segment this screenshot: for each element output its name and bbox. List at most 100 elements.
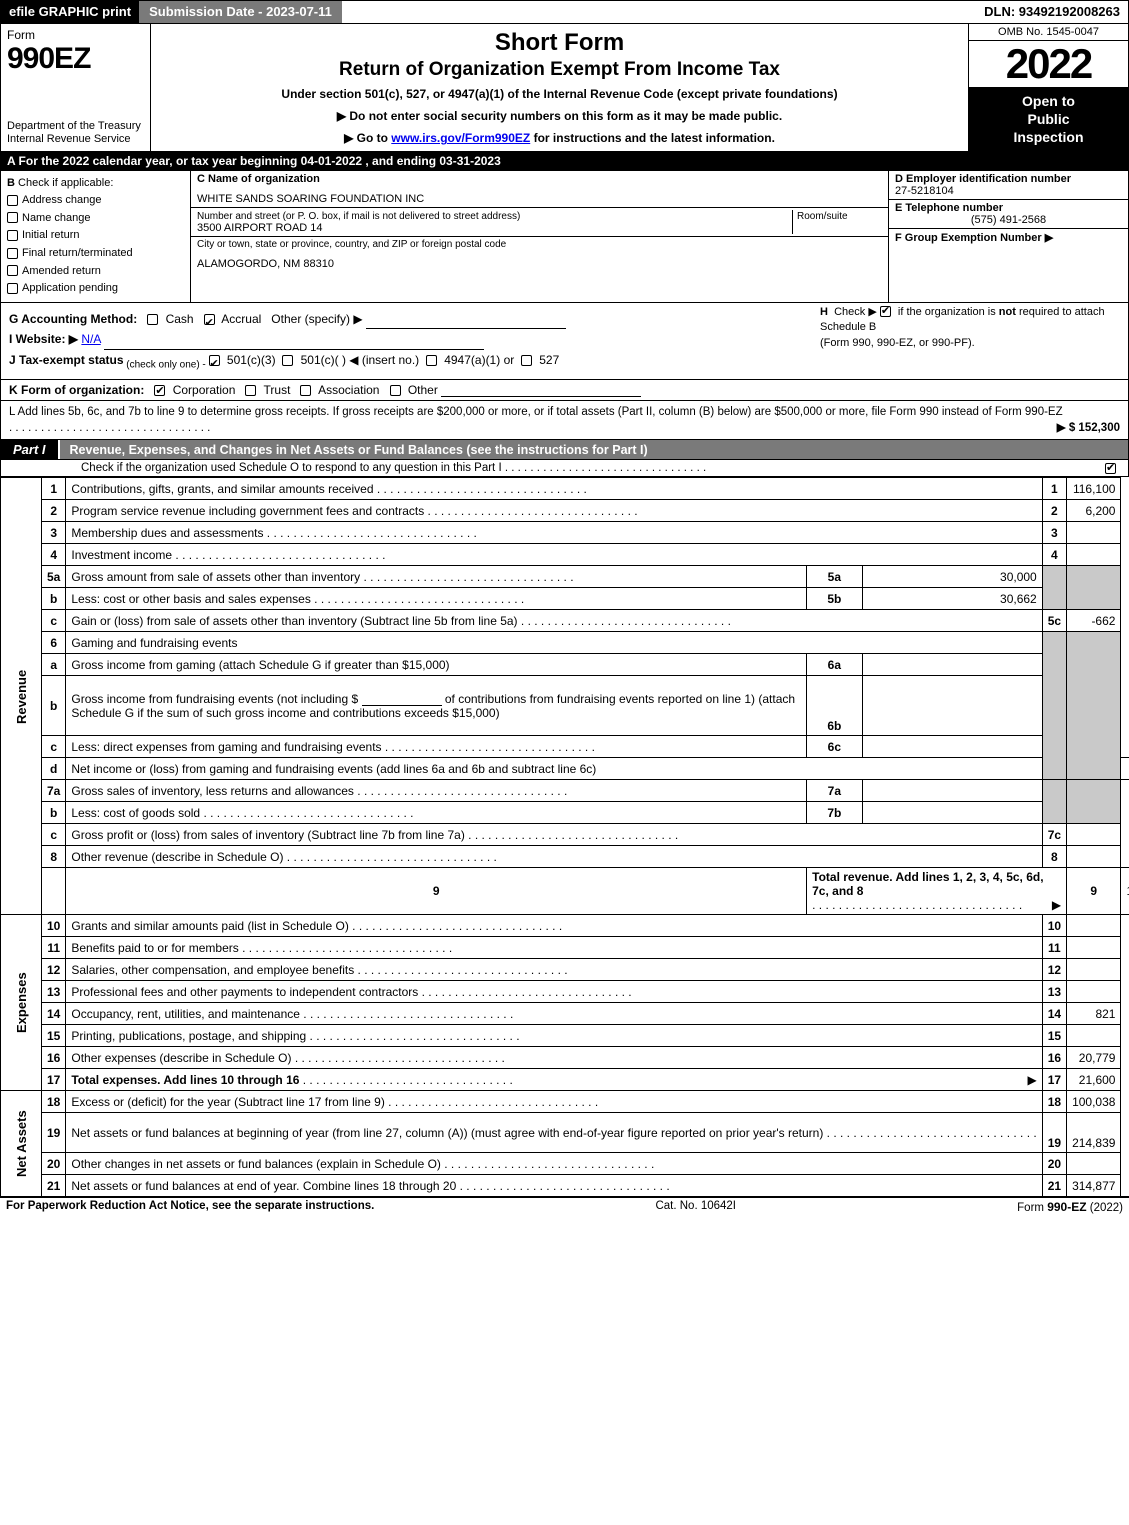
shade-5-amt <box>1067 566 1121 610</box>
l10-rn: 10 <box>1042 915 1066 937</box>
expenses-rot-label: Expenses <box>1 915 42 1091</box>
line-6b: b Gross income from fundraising events (… <box>1 676 1129 736</box>
l19-desc: Net assets or fund balances at beginning… <box>66 1113 1042 1153</box>
checkbox-address-change[interactable] <box>7 195 18 206</box>
line-21: 21 Net assets or fund balances at end of… <box>1 1175 1129 1197</box>
l6c-num: c <box>42 736 66 758</box>
checkbox-trust[interactable] <box>245 385 256 396</box>
l14-desc: Occupancy, rent, utilities, and maintena… <box>66 1003 1042 1025</box>
checkbox-name-change[interactable] <box>7 212 18 223</box>
l-dots <box>9 422 210 434</box>
tax-year: 2022 <box>969 41 1128 88</box>
line-10: Expenses 10 Grants and similar amounts p… <box>1 915 1129 937</box>
checkbox-other[interactable] <box>390 385 401 396</box>
title-return: Return of Organization Exempt From Incom… <box>159 59 960 81</box>
efile-print-label[interactable]: efile GRAPHIC print <box>1 1 139 23</box>
l7a-mn: 7a <box>807 780 862 802</box>
irs-link[interactable]: www.irs.gov/Form990EZ <box>391 131 530 145</box>
city-cell: City or town, state or province, country… <box>191 237 888 272</box>
l5a-mv: 30,000 <box>862 566 1042 588</box>
checkbox-corporation[interactable] <box>154 385 165 396</box>
line-3: 3 Membership dues and assessments 3 <box>1 522 1129 544</box>
l3-desc: Membership dues and assessments <box>66 522 1042 544</box>
g-other-field[interactable] <box>366 315 566 329</box>
l7b-mn: 7b <box>807 802 862 824</box>
l9-desc-cell: Total revenue. Add lines 1, 2, 3, 4, 5c,… <box>807 868 1067 915</box>
l21-rn: 21 <box>1042 1175 1066 1197</box>
checkbox-amended-return[interactable] <box>7 265 18 276</box>
l1-amt: 116,100 <box>1067 478 1121 500</box>
checkbox-final-return[interactable] <box>7 248 18 259</box>
l12-amt <box>1067 959 1121 981</box>
line-13: 13 Professional fees and other payments … <box>1 981 1129 1003</box>
line-18: Net Assets 18 Excess or (deficit) for th… <box>1 1091 1129 1113</box>
checkbox-schedule-o[interactable] <box>1105 463 1116 474</box>
l6b-desc: Gross income from fundraising events (no… <box>66 676 807 736</box>
l19-num: 19 <box>42 1113 66 1153</box>
l17-arrow-icon: ▶ <box>1027 1073 1036 1087</box>
line-12: 12 Salaries, other compensation, and emp… <box>1 959 1129 981</box>
l6d-rn: 6d <box>1121 758 1129 780</box>
k-corporation: Corporation <box>173 383 236 397</box>
checkbox-association[interactable] <box>300 385 311 396</box>
l20-rn: 20 <box>1042 1153 1066 1175</box>
j-527: 527 <box>539 353 559 367</box>
l20-desc: Other changes in net assets or fund bala… <box>66 1153 1042 1175</box>
checkbox-501c[interactable] <box>282 355 293 366</box>
checkbox-527[interactable] <box>521 355 532 366</box>
l8-rn: 8 <box>1042 846 1066 868</box>
l4-num: 4 <box>42 544 66 566</box>
l15-amt <box>1067 1025 1121 1047</box>
opt-final-return: Final return/terminated <box>22 247 133 259</box>
instruction-ssn: ▶ Do not enter social security numbers o… <box>159 109 960 123</box>
l6a-desc: Gross income from gaming (attach Schedul… <box>66 654 807 676</box>
checkbox-501c3[interactable] <box>209 355 220 366</box>
checkbox-h[interactable] <box>880 306 891 317</box>
submission-date: Submission Date - 2023-07-11 <box>139 1 342 23</box>
checkbox-application-pending[interactable] <box>7 283 18 294</box>
l2-rn: 2 <box>1042 500 1066 522</box>
website-link[interactable]: N/A <box>81 332 100 346</box>
check-if-applicable: Check if applicable: <box>18 177 113 189</box>
checkbox-initial-return[interactable] <box>7 230 18 241</box>
l16-rn: 16 <box>1042 1047 1066 1069</box>
l18-amt: 100,038 <box>1067 1091 1121 1113</box>
l16-desc: Other expenses (describe in Schedule O) <box>66 1047 1042 1069</box>
ein-label: D Employer identification number <box>895 173 1071 185</box>
ein-row: D Employer identification number 27-5218… <box>889 171 1128 200</box>
l-text: L Add lines 5b, 6c, and 7b to line 9 to … <box>9 406 1063 418</box>
l17-dots <box>303 1073 513 1087</box>
line-2: 2 Program service revenue including gove… <box>1 500 1129 522</box>
l21-num: 21 <box>42 1175 66 1197</box>
rev-rot-spacer <box>42 868 66 915</box>
i-label: I Website: ▶ <box>9 332 78 346</box>
netassets-rot-label: Net Assets <box>1 1091 42 1197</box>
k-other-field[interactable] <box>441 383 641 397</box>
line-11: 11 Benefits paid to or for members 11 <box>1 937 1129 959</box>
l8-amt <box>1067 846 1121 868</box>
l6d-desc: Net income or (loss) from gaming and fun… <box>66 758 1042 780</box>
l6a-mv <box>862 654 1042 676</box>
subtitle-code: Under section 501(c), 527, or 4947(a)(1)… <box>159 87 960 101</box>
checkbox-cash[interactable] <box>147 314 158 325</box>
l2-amt: 6,200 <box>1067 500 1121 522</box>
org-name-label: C Name of organization <box>197 173 882 185</box>
l6b-amount-field[interactable] <box>362 692 442 706</box>
dln-label: DLN: 93492192008263 <box>976 1 1128 23</box>
l2-num: 2 <box>42 500 66 522</box>
open-line-1: Open to <box>973 92 1124 110</box>
line-9: 9 Total revenue. Add lines 1, 2, 3, 4, 5… <box>1 868 1129 915</box>
l16-amt: 20,779 <box>1067 1047 1121 1069</box>
g-cash: Cash <box>166 312 194 326</box>
line-6d: d Net income or (loss) from gaming and f… <box>1 758 1129 780</box>
checkbox-4947[interactable] <box>426 355 437 366</box>
l11-desc: Benefits paid to or for members <box>66 937 1042 959</box>
l10-amt <box>1067 915 1121 937</box>
city-value: ALAMOGORDO, NM 88310 <box>197 258 882 270</box>
l5c-num: c <box>42 610 66 632</box>
line-7b: b Less: cost of goods sold 7b <box>1 802 1129 824</box>
checkbox-accrual[interactable] <box>204 314 215 325</box>
line-20: 20 Other changes in net assets or fund b… <box>1 1153 1129 1175</box>
goto-pre: ▶ Go to <box>344 131 391 145</box>
org-name-value: WHITE SANDS SOARING FOUNDATION INC <box>197 193 882 205</box>
